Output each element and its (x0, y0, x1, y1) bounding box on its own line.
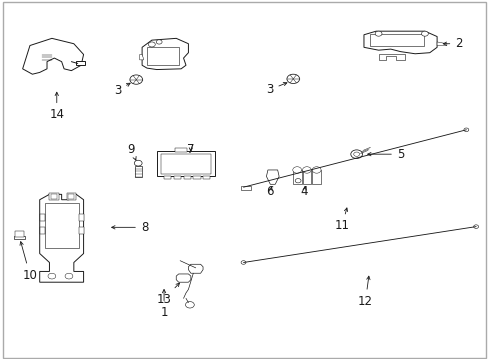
Bar (14, 235, 25, 239)
Polygon shape (40, 194, 83, 282)
Text: 12: 12 (357, 276, 372, 308)
Text: 9: 9 (127, 143, 136, 160)
Polygon shape (188, 264, 203, 273)
Text: 4: 4 (300, 185, 307, 198)
Circle shape (286, 74, 299, 84)
Bar (193, 176, 200, 179)
Circle shape (292, 167, 301, 173)
Bar (157, 151, 215, 176)
Bar (241, 186, 250, 190)
Polygon shape (363, 31, 436, 54)
Text: 1: 1 (160, 289, 167, 319)
Polygon shape (22, 39, 83, 74)
Bar (312, 170, 321, 184)
Polygon shape (378, 54, 405, 60)
Bar (147, 46, 178, 64)
Text: 5: 5 (367, 148, 404, 161)
Bar (369, 35, 423, 46)
Circle shape (156, 40, 162, 44)
Bar (79, 226, 83, 234)
Bar (76, 61, 85, 65)
Circle shape (65, 273, 73, 279)
Bar (302, 170, 311, 184)
Text: 13: 13 (156, 283, 179, 306)
Text: 2: 2 (442, 37, 462, 50)
Text: 11: 11 (334, 208, 349, 233)
Bar (51, 194, 57, 199)
Bar (79, 214, 83, 221)
Text: 14: 14 (49, 92, 64, 121)
Bar (173, 176, 181, 179)
Bar (40, 226, 44, 234)
Circle shape (134, 160, 142, 166)
Text: 8: 8 (111, 221, 148, 234)
Bar (40, 214, 44, 221)
Circle shape (421, 31, 427, 36)
Bar (160, 154, 211, 174)
Circle shape (353, 152, 359, 156)
Polygon shape (436, 42, 446, 45)
Bar (163, 176, 171, 179)
Bar (68, 194, 74, 199)
Circle shape (48, 273, 56, 279)
Circle shape (350, 150, 362, 158)
Circle shape (295, 179, 301, 183)
Text: 3: 3 (265, 82, 286, 96)
Text: 6: 6 (266, 185, 274, 198)
Bar (292, 170, 301, 184)
Circle shape (312, 167, 321, 173)
Polygon shape (176, 274, 190, 282)
Bar (49, 193, 59, 200)
Circle shape (185, 302, 194, 308)
Polygon shape (140, 54, 143, 60)
Polygon shape (266, 170, 279, 184)
Text: 10: 10 (20, 242, 37, 282)
Circle shape (130, 75, 142, 84)
Circle shape (148, 42, 155, 47)
Circle shape (463, 128, 468, 132)
Bar (44, 203, 79, 248)
Bar (15, 231, 24, 237)
Polygon shape (142, 39, 188, 69)
Bar (203, 176, 210, 179)
Bar (135, 166, 142, 177)
Bar (175, 148, 187, 152)
Circle shape (302, 167, 311, 173)
Bar (183, 176, 190, 179)
Circle shape (374, 31, 381, 36)
Text: 7: 7 (187, 143, 194, 156)
Text: 3: 3 (114, 83, 130, 97)
Bar (66, 193, 76, 200)
Circle shape (473, 225, 478, 228)
Circle shape (241, 261, 245, 264)
